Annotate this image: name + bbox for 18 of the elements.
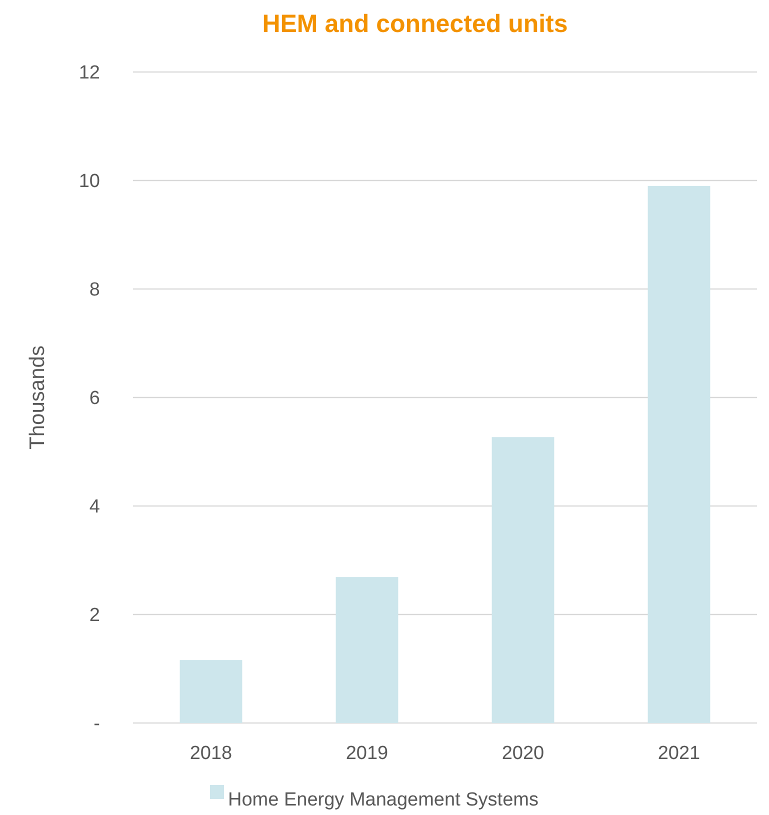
- legend-label: Home Energy Management Systems: [228, 790, 538, 811]
- bar: [492, 437, 554, 723]
- x-tick-label: 2018: [190, 743, 232, 764]
- y-tick-label: 10: [78, 171, 100, 192]
- bar: [180, 660, 242, 723]
- y-axis-title: Thousands: [26, 346, 49, 450]
- y-tick-label: 2: [89, 605, 100, 626]
- bar: [648, 186, 710, 723]
- x-tick-label: 2019: [346, 743, 388, 764]
- x-tick-label: 2020: [502, 743, 544, 764]
- x-tick-label: 2021: [658, 743, 700, 764]
- chart-title: HEM and connected units: [262, 10, 568, 38]
- y-tick-label: 4: [89, 496, 100, 518]
- y-tick-label: 6: [89, 388, 100, 410]
- bar: [336, 577, 398, 723]
- y-tick-label: 12: [78, 62, 100, 84]
- y-tick-label: 8: [89, 280, 100, 301]
- y-tick-label: -: [94, 714, 100, 735]
